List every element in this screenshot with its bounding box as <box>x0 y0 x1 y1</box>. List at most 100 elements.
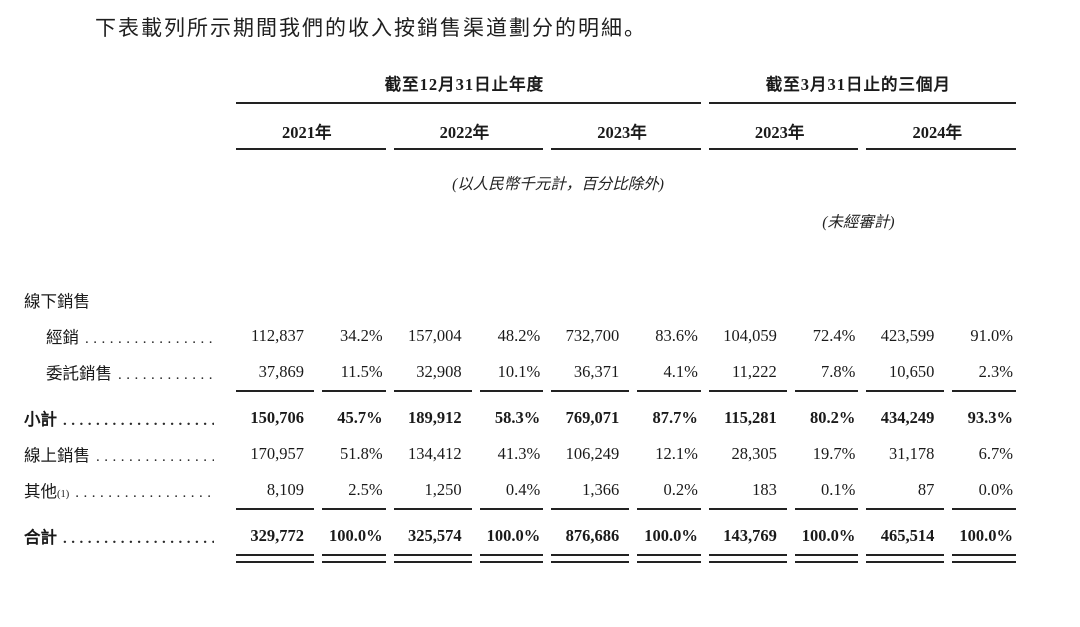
single-rule <box>944 508 1016 518</box>
table-row: 小計 150,706 45.7% 189,912 58.3% 769,071 87.7% 11… <box>0 400 1016 436</box>
single-rule <box>944 390 1016 400</box>
dot-leader <box>75 485 214 502</box>
row-label: 線下銷售 <box>0 282 228 318</box>
percent-cell: 100.0% <box>959 526 1013 545</box>
row-label: 其他 (1) <box>0 472 228 508</box>
year-rule <box>236 148 386 150</box>
value-cell: 1,366 <box>582 480 620 499</box>
header-spacer <box>0 64 228 104</box>
value-cell: 10,650 <box>889 362 935 381</box>
value-cell: 876,686 <box>565 526 620 545</box>
percent-cell: 87.7% <box>652 408 698 427</box>
value-cell: 465,514 <box>880 526 935 545</box>
footnote-marker: (1) <box>57 489 70 500</box>
rule-spacer <box>0 508 228 518</box>
year-column-2022: 2022年 <box>386 104 544 150</box>
period-header-quarter: 截至3月31日止的三個月 <box>701 64 1016 104</box>
value-cell: 1,250 <box>424 480 462 499</box>
row-label-text: 線上銷售 <box>24 446 90 465</box>
table-row: 其他(1) 8,109 2.5% 1,250 0.4% 1,366 0.2% 183 0.1% 8… <box>0 472 1016 508</box>
single-rule <box>543 390 630 400</box>
percent-cell: 6.7% <box>978 444 1013 463</box>
percent-cell: 41.3% <box>497 444 541 463</box>
period-header-quarter-label: 截至3月31日止的三個月 <box>765 75 952 94</box>
table-row: 線下銷售 <box>0 282 1016 318</box>
double-rule <box>472 554 544 568</box>
percent-cell: 100.0% <box>486 526 541 545</box>
row-label-text: 小計 <box>24 410 57 429</box>
value-cell: 104,059 <box>723 326 777 345</box>
value-cell: 170,957 <box>250 444 304 463</box>
value-cell <box>543 282 629 318</box>
percent-cell: 45.7% <box>337 408 383 427</box>
percent-cell: 58.3% <box>494 408 541 427</box>
row-label-text: 其他 <box>24 482 57 501</box>
value-cell: 28,305 <box>731 444 777 463</box>
table-row: 合計 329,772 100.0% 325,574 100.0% 876,686 100.0… <box>0 518 1016 554</box>
year-label: 2021年 <box>282 123 332 142</box>
percent-cell: 91.0% <box>970 326 1013 345</box>
double-rule <box>314 554 386 568</box>
percent-cell: 72.4% <box>812 326 856 345</box>
single-rule <box>228 390 314 400</box>
percent-cell: 0.4% <box>505 480 541 499</box>
single-rule <box>858 508 945 518</box>
row-label-text: 線下銷售 <box>24 292 90 311</box>
spacer <box>0 234 1016 282</box>
period-header-annual-label: 截至12月31日止年度 <box>384 75 545 94</box>
percent-cell: 0.0% <box>978 480 1013 499</box>
percent-cell: 7.8% <box>821 362 856 381</box>
year-header-row: 2021年 2022年 2023年 2023年 2024年 <box>0 104 1016 150</box>
value-cell: 32,908 <box>416 362 462 381</box>
subtotal-rule-row <box>0 508 1016 518</box>
single-rule <box>701 508 787 518</box>
percent-cell <box>314 282 386 318</box>
rule-spacer <box>0 390 228 400</box>
single-rule <box>314 390 386 400</box>
single-rule <box>629 390 701 400</box>
double-rule <box>228 554 314 568</box>
row-label-text: 委託銷售 <box>46 364 112 383</box>
single-rule <box>701 390 787 400</box>
value-cell: 157,004 <box>407 326 462 345</box>
single-rule <box>472 390 544 400</box>
value-cell: 183 <box>752 480 777 499</box>
table-row: 委託銷售 37,869 11.5% 32,908 10.1% 36,371 4.1% 11,2… <box>0 354 1016 390</box>
unit-note: (以人民幣千元計，百分比除外) <box>452 176 664 193</box>
year-label: 2022年 <box>439 123 490 142</box>
single-rule <box>543 508 630 518</box>
value-cell: 134,412 <box>407 444 462 463</box>
value-cell: 423,599 <box>880 326 935 345</box>
year-column-2021: 2021年 <box>228 104 386 150</box>
row-label: 經銷 <box>0 318 228 354</box>
note-spacer <box>0 194 701 234</box>
percent-cell: 4.1% <box>663 362 698 381</box>
value-cell: 150,706 <box>250 408 304 427</box>
dot-leader <box>63 531 214 548</box>
percent-cell: 11.5% <box>340 362 383 381</box>
unit-note-row: (以人民幣千元計，百分比除外) <box>0 150 1016 194</box>
single-rule <box>787 390 859 400</box>
total-rule-row <box>0 554 1016 568</box>
spacer-row <box>0 234 1016 282</box>
value-cell: 732,700 <box>565 326 620 345</box>
document-page: 下表載列所示期間我們的收入按銷售渠道劃分的明細。 截至12月31日止年度 截至3… <box>0 12 1080 627</box>
percent-cell: 0.2% <box>663 480 698 499</box>
year-label: 2023年 <box>754 123 805 142</box>
value-cell: 11,222 <box>732 362 777 381</box>
percent-cell <box>944 282 1016 318</box>
year-column-2023-q1: 2023年 <box>701 104 859 150</box>
single-rule <box>228 508 314 518</box>
value-cell: 434,249 <box>880 408 935 427</box>
value-cell: 37,869 <box>258 362 304 381</box>
value-cell: 143,769 <box>723 526 777 545</box>
year-rule <box>866 148 1016 150</box>
row-label: 合計 <box>0 518 228 554</box>
value-cell: 325,574 <box>407 526 462 545</box>
percent-cell: 100.0% <box>328 526 383 545</box>
double-rule <box>944 554 1016 568</box>
single-rule <box>386 390 472 400</box>
double-rule <box>787 554 859 568</box>
row-label-text: 合計 <box>24 528 57 547</box>
